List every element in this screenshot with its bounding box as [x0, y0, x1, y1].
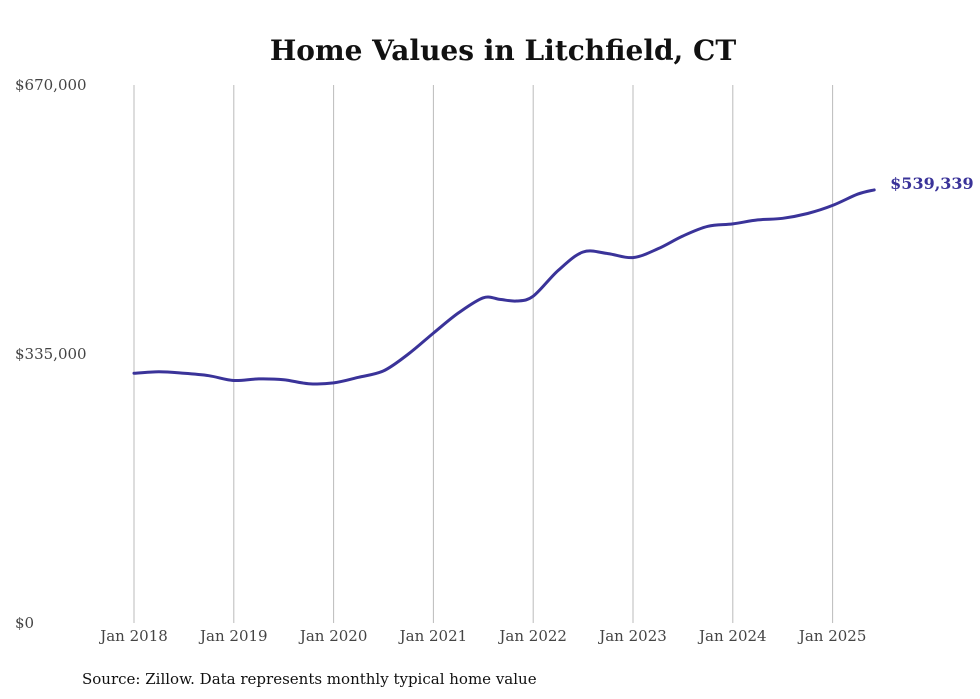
x-tick-label: Jan 2023	[597, 627, 667, 645]
x-axis-ticks: Jan 2018 Jan 2019 Jan 2020 Jan 2021 Jan 2022…	[98, 627, 866, 645]
end-value-label: $539,339	[890, 174, 974, 193]
series-line	[132, 188, 876, 386]
x-tick-label: Jan 2020	[298, 627, 368, 645]
x-tick-label: Jan 2021	[398, 627, 468, 645]
chart-title: Home Values in Litchfield, CT	[270, 34, 737, 67]
x-tick-label: Jan 2024	[697, 627, 767, 645]
gridlines	[133, 85, 834, 623]
y-axis-ticks: $0 $335,000 $670,000	[15, 76, 87, 632]
source-note: Source: Zillow. Data represents monthly …	[82, 670, 537, 688]
y-tick-label: $0	[15, 614, 34, 632]
x-tick-label: Jan 2019	[198, 627, 268, 645]
x-tick-label: Jan 2018	[98, 627, 168, 645]
x-tick-label: Jan 2022	[497, 627, 567, 645]
x-tick-label: Jan 2025	[797, 627, 867, 645]
series-group: $539,339	[132, 174, 974, 386]
y-tick-label: $670,000	[15, 76, 87, 94]
y-tick-label: $335,000	[15, 345, 87, 363]
